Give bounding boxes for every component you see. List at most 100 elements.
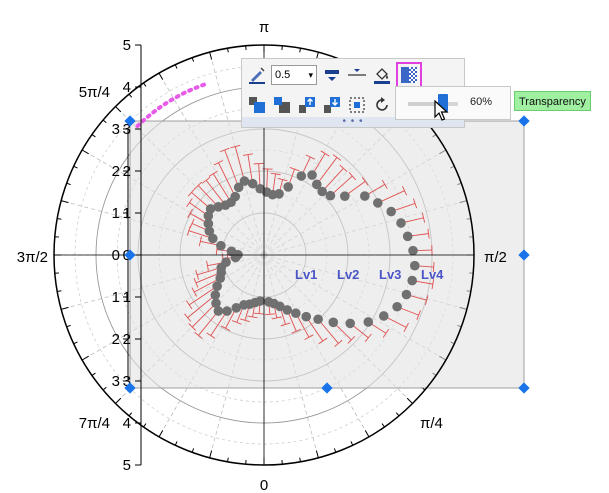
angle-label: 5π/4 [79,84,110,101]
resize-handle[interactable] [518,249,530,261]
line-color-button[interactable] [246,64,268,86]
mouse-cursor-icon [434,100,449,121]
selection-arc [135,82,206,129]
move-backward-button[interactable] [321,94,343,116]
inner-radial-tick-label: 2 [112,163,120,180]
error-bar [377,190,405,204]
radial-tick-label: 4 [123,79,131,96]
level-label: Lv4 [421,267,444,282]
angle-tick [115,397,122,404]
toolbar-expand-bar[interactable]: • • • [242,117,464,127]
angle-tick [81,149,89,155]
inner-radial-tick-label: 3 [112,121,120,138]
rotate-button[interactable] [371,94,393,116]
inner-radial-tick-label: 1 [112,289,120,306]
data-point [325,190,336,201]
error-bar-cap [220,325,231,331]
error-bar-cap [382,328,390,338]
transparency-slider-thumb[interactable] [438,94,448,112]
transparency-button[interactable] [396,62,422,88]
data-point [239,176,250,186]
resize-handle[interactable] [518,382,530,394]
data-point [345,318,355,329]
error-bars [184,144,435,347]
error-bar [317,318,339,344]
data-point [317,186,327,197]
data-point [396,218,406,228]
radial-tick-label: 5 [123,37,131,54]
error-bar-cap [412,198,418,209]
data-point [222,306,232,316]
error-bar-cap [280,322,291,327]
error-bar-cap [332,154,342,161]
angle-label: 0 [260,477,268,493]
error-bar-cap [289,167,300,172]
select-frame-button[interactable] [346,94,368,116]
selection-panel [129,82,525,389]
resize-handle[interactable] [321,382,333,394]
level-label: Lv3 [379,267,401,282]
error-bar [198,310,219,336]
transparency-tooltip: Transparency [514,91,591,111]
data-point [359,191,370,201]
data-point [408,245,418,256]
select-frame-icon [349,97,365,113]
transparency-slider-track[interactable] [408,102,458,106]
data-point [291,308,301,319]
move-to-back-button[interactable] [271,94,293,116]
error-bar-cap [208,170,218,177]
move-to-front-icon [249,97,265,113]
data-point [230,252,241,263]
error-bar [218,162,236,197]
data-point [311,179,322,190]
move-forward-button[interactable] [296,94,318,116]
error-bar-cap [381,179,388,189]
inner-radial-tick-label: 2 [112,331,120,348]
data-point [283,182,293,192]
inner-radial-tick-label: 0 [112,247,120,264]
data-point [255,183,265,194]
error-bar [330,175,353,197]
connect-line-button[interactable] [346,64,368,86]
error-bar-cap [253,162,264,165]
angle-tick [158,430,164,438]
error-bar-cap [198,236,202,247]
level-label: Lv1 [295,267,317,282]
fill-color-button[interactable] [371,64,393,86]
error-bar-cap [291,328,302,334]
error-bar-cap [318,337,328,345]
transparency-slider-popup: 60% [395,86,511,120]
angle-label: π/4 [420,415,443,432]
error-bar [316,157,338,185]
data-point [373,198,383,208]
chevron-down-icon: ▾ [308,69,313,80]
radial-tick-label: 2 [123,163,131,180]
error-bar-cap [187,208,193,218]
error-bar [205,179,226,206]
angle-tick [158,72,164,80]
data-point [208,233,218,244]
data-point [328,317,339,328]
line-style-button[interactable] [321,64,343,86]
angle-label: 7π/4 [79,415,110,432]
error-bar-cap [194,331,203,339]
error-bar [188,285,218,306]
line-style-icon [325,70,339,81]
angle-tick [364,430,370,438]
data-point [386,206,396,217]
data-points [203,170,420,329]
radial-tick-label: 2 [123,331,131,348]
error-bar-cap [191,287,197,297]
angle-tick [209,450,213,458]
chart-axes [53,44,475,466]
data-point [378,311,389,321]
line-width-dropdown[interactable]: 0.5 ▾ [271,65,317,85]
move-to-front-button[interactable] [246,94,268,116]
radial-tick-label: 3 [123,373,131,390]
transparency-slider-fill [408,102,438,106]
error-bar-cap [348,172,356,181]
error-bar-cap [416,310,421,320]
error-bar [194,277,221,293]
error-bar-cap [339,164,348,172]
chart-labels: 0112233445501122330π/4π/2π3π/25π/47π/4Lv… [17,19,507,493]
